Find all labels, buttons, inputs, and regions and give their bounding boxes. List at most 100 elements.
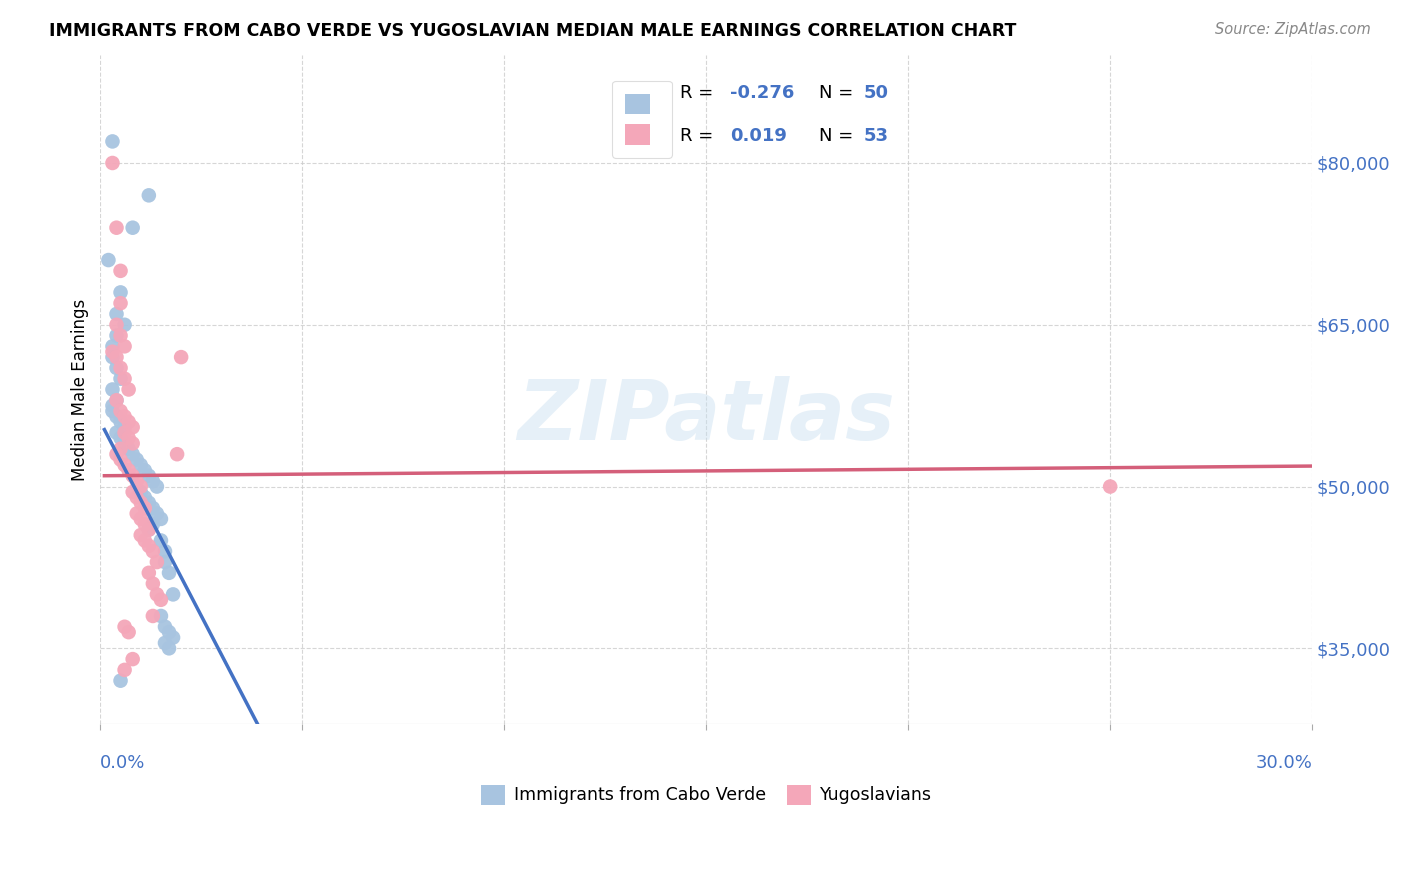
Point	[146, 479, 169, 493]
Point	[101, 383, 124, 397]
Point	[105, 360, 128, 375]
Point	[105, 307, 128, 321]
Point	[105, 447, 128, 461]
Point	[114, 318, 136, 332]
Text: 50: 50	[863, 84, 889, 102]
Point	[121, 420, 143, 434]
Point	[138, 468, 160, 483]
Point	[134, 533, 156, 548]
Point	[153, 555, 176, 569]
Point	[1099, 479, 1122, 493]
Point	[110, 673, 132, 688]
Point	[134, 501, 156, 516]
Point	[153, 620, 176, 634]
Point	[114, 372, 136, 386]
Point	[114, 620, 136, 634]
Point	[105, 425, 128, 440]
Point	[105, 350, 128, 364]
Point	[114, 409, 136, 424]
Point	[121, 468, 143, 483]
Point	[142, 517, 165, 532]
Point	[149, 512, 172, 526]
Point	[110, 296, 132, 310]
Point	[125, 491, 148, 505]
Point	[146, 587, 169, 601]
Point	[121, 485, 143, 500]
Point	[142, 474, 165, 488]
Text: N =: N =	[818, 127, 859, 145]
Point	[138, 496, 160, 510]
Point	[125, 452, 148, 467]
Point	[117, 431, 139, 445]
Point	[129, 512, 152, 526]
Point	[110, 264, 132, 278]
Point	[117, 625, 139, 640]
Text: 0.0%: 0.0%	[100, 754, 146, 772]
Y-axis label: Median Male Earnings: Median Male Earnings	[72, 298, 89, 481]
Point	[121, 220, 143, 235]
Point	[138, 523, 160, 537]
Point	[117, 383, 139, 397]
Point	[110, 360, 132, 375]
Point	[146, 507, 169, 521]
Point	[138, 523, 160, 537]
Point	[97, 253, 120, 268]
Text: Source: ZipAtlas.com: Source: ZipAtlas.com	[1215, 22, 1371, 37]
Point	[153, 544, 176, 558]
Point	[129, 479, 152, 493]
Point	[101, 339, 124, 353]
Text: N =: N =	[818, 84, 859, 102]
Point	[114, 458, 136, 472]
Point	[162, 587, 184, 601]
Point	[125, 474, 148, 488]
Point	[105, 393, 128, 408]
Point	[149, 592, 172, 607]
Text: 0.019: 0.019	[731, 127, 787, 145]
Point	[101, 156, 124, 170]
Point	[105, 328, 128, 343]
Point	[157, 625, 180, 640]
Point	[101, 404, 124, 418]
Point	[149, 609, 172, 624]
Text: R =: R =	[679, 84, 718, 102]
Point	[129, 485, 152, 500]
Point	[134, 463, 156, 477]
Point	[110, 442, 132, 456]
Point	[142, 501, 165, 516]
Point	[129, 528, 152, 542]
Text: 30.0%: 30.0%	[1256, 754, 1312, 772]
Point	[138, 539, 160, 553]
Point	[105, 220, 128, 235]
Point	[129, 458, 152, 472]
Point	[117, 415, 139, 429]
Text: -0.276: -0.276	[731, 84, 794, 102]
Text: ZIPatlas: ZIPatlas	[517, 376, 896, 457]
Point	[157, 566, 180, 580]
Point	[157, 641, 180, 656]
Point	[138, 188, 160, 202]
Text: R =: R =	[679, 127, 718, 145]
Point	[129, 496, 152, 510]
Point	[101, 399, 124, 413]
Text: IMMIGRANTS FROM CABO VERDE VS YUGOSLAVIAN MEDIAN MALE EARNINGS CORRELATION CHART: IMMIGRANTS FROM CABO VERDE VS YUGOSLAVIA…	[49, 22, 1017, 40]
Point	[110, 372, 132, 386]
Point	[114, 420, 136, 434]
Point	[105, 393, 128, 408]
Point	[117, 442, 139, 456]
Point	[114, 663, 136, 677]
Point	[110, 431, 132, 445]
Point	[138, 566, 160, 580]
Point	[142, 609, 165, 624]
Point	[110, 415, 132, 429]
Point	[149, 533, 172, 548]
Point	[110, 404, 132, 418]
Point	[121, 652, 143, 666]
Point	[125, 507, 148, 521]
Point	[101, 135, 124, 149]
Point	[153, 636, 176, 650]
Point	[114, 339, 136, 353]
Point	[114, 436, 136, 450]
Text: 53: 53	[863, 127, 889, 145]
Point	[146, 555, 169, 569]
Point	[105, 409, 128, 424]
